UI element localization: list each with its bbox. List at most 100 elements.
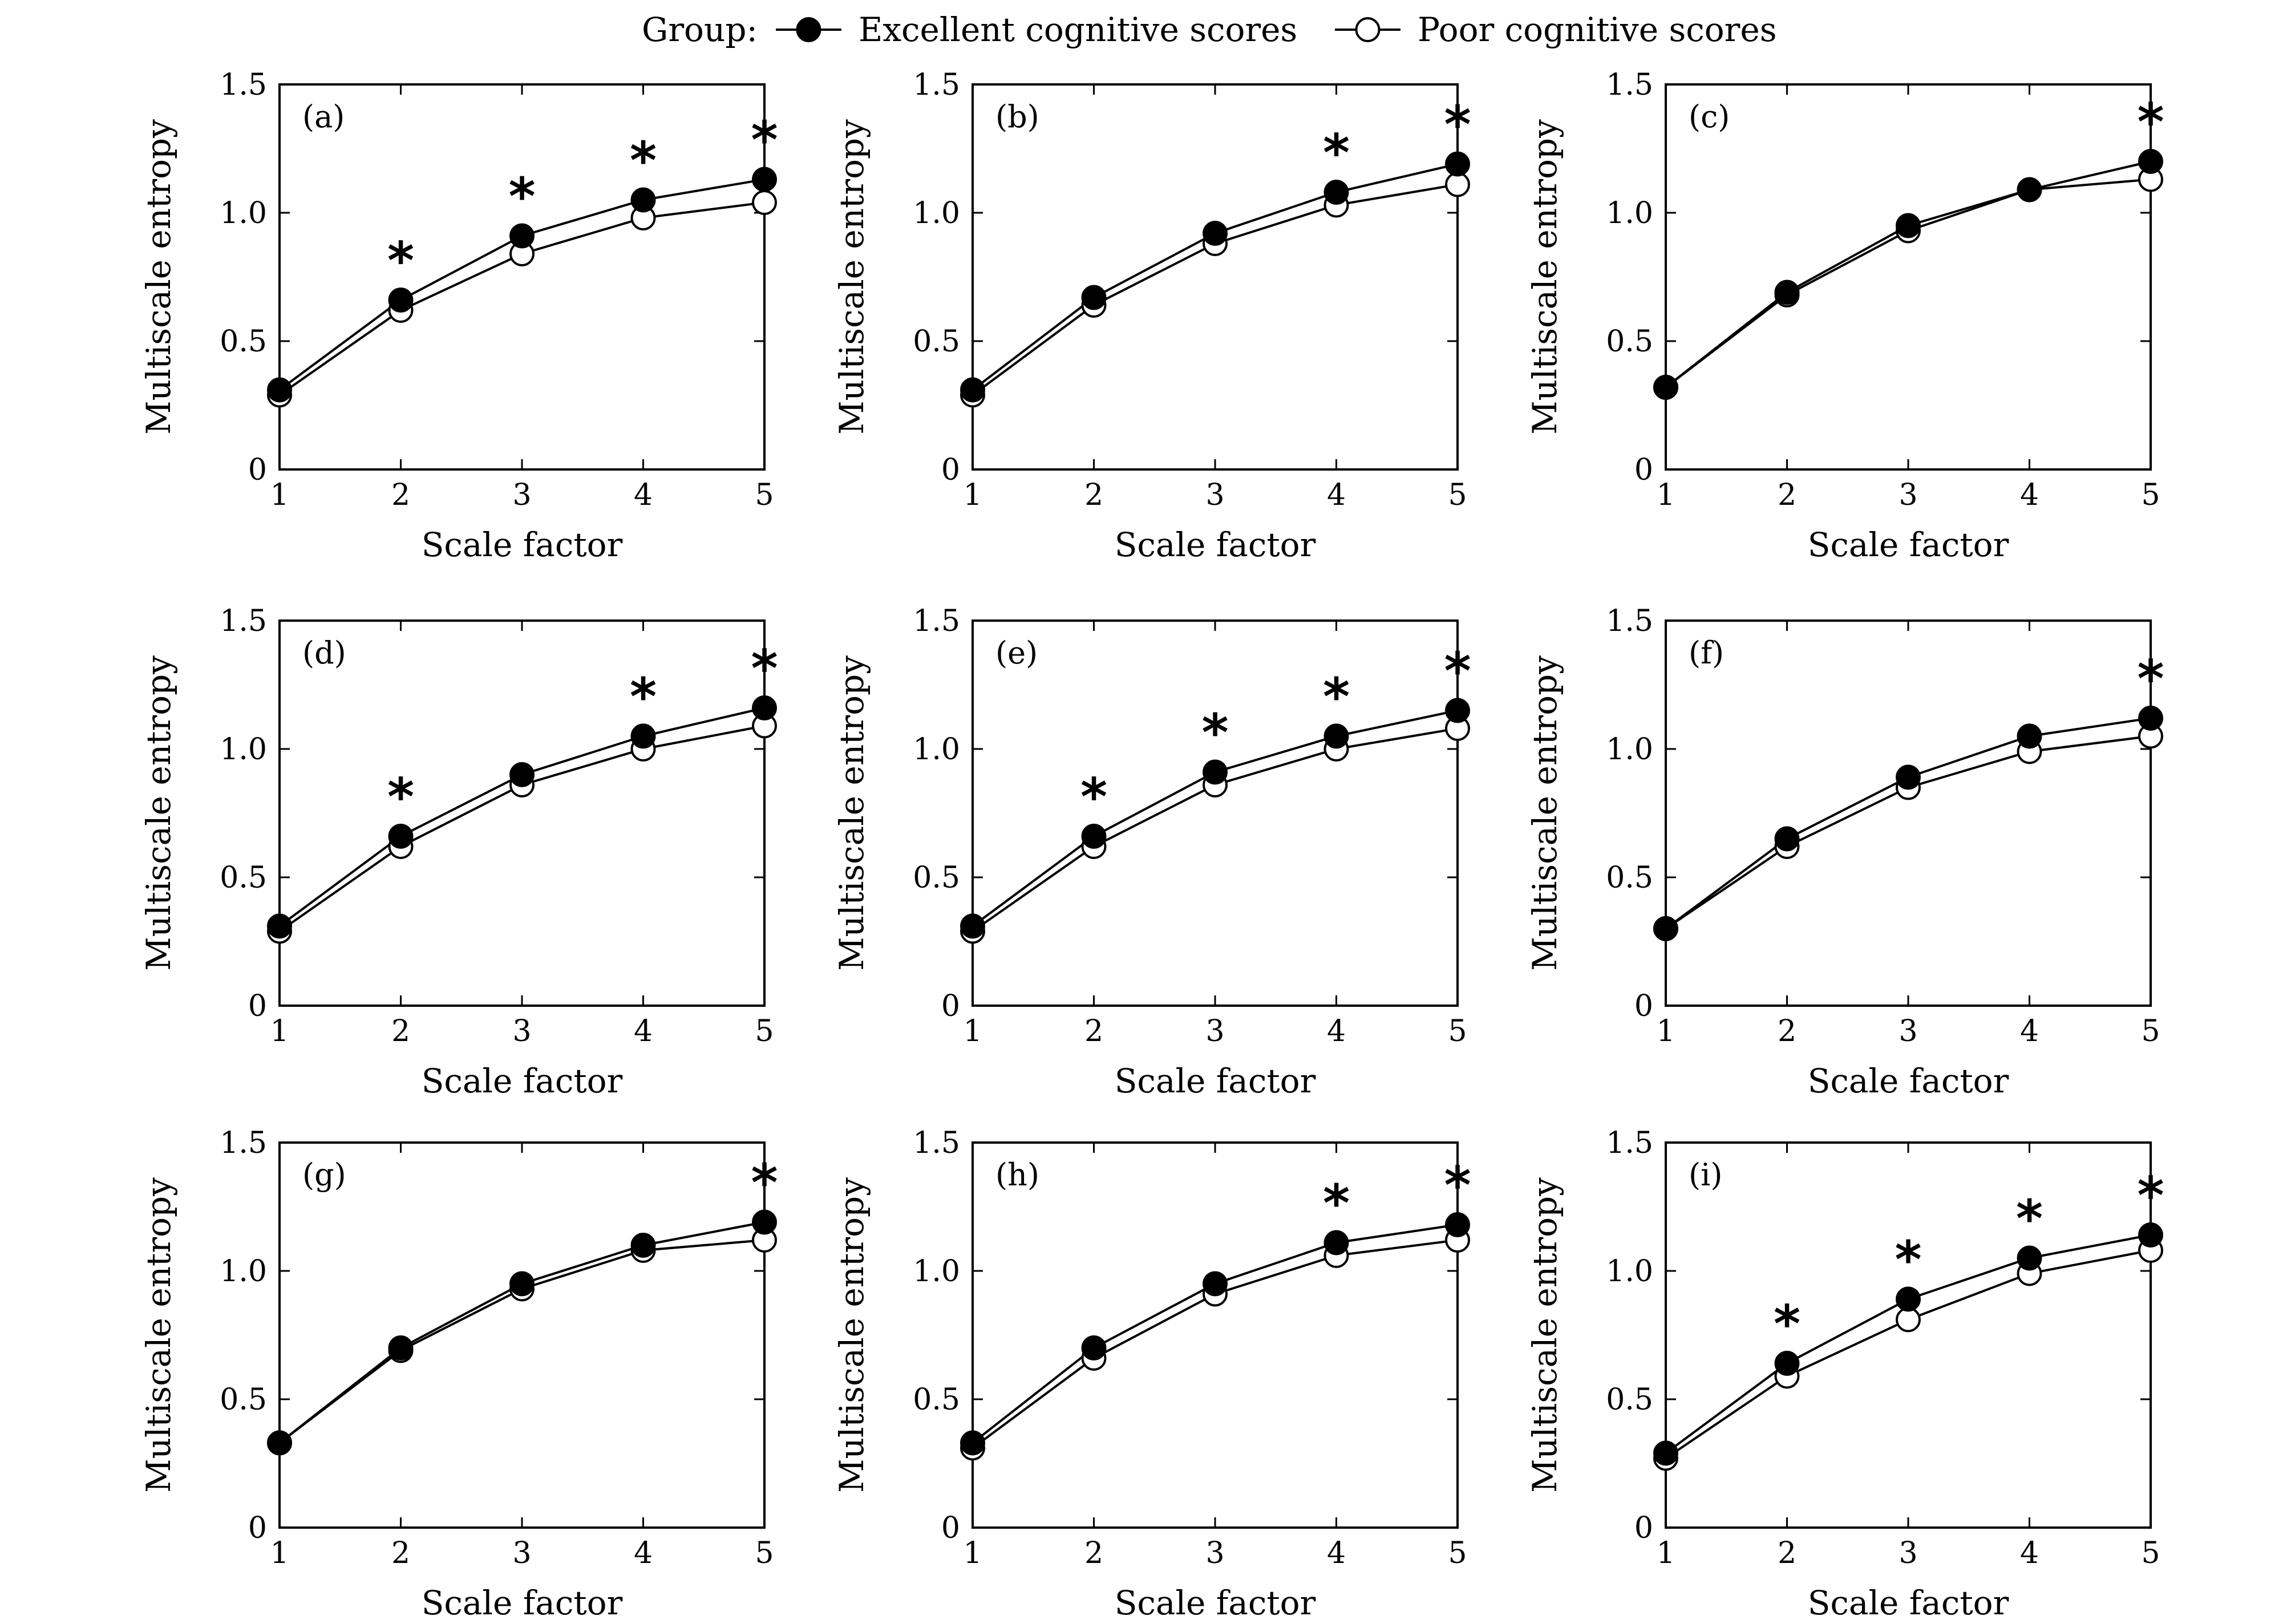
x-tick-label: 5 <box>755 1014 774 1048</box>
excellent-data-point <box>2017 177 2042 203</box>
chart-panel: 1 2 3 4 5 0 0.5 1.0 1.5 Scale factor Multiscale en… <box>139 68 778 564</box>
y-axis-label: Multiscale entropy <box>139 655 178 971</box>
y-tick-label: 1.0 <box>913 196 960 230</box>
y-axis-label: Multiscale entropy <box>832 119 871 435</box>
y-tick-label: 0.5 <box>1606 1383 1653 1417</box>
y-tick-label: 0 <box>941 989 960 1023</box>
panel-tag: (g) <box>302 1157 346 1193</box>
excellent-data-point <box>509 1271 535 1297</box>
excellent-data-point <box>2017 723 2042 749</box>
x-tick-label: 1 <box>963 1014 982 1048</box>
y-axis-label: Multiscale entropy <box>832 1177 871 1493</box>
y-tick-label: 0 <box>941 453 960 487</box>
y-tick-label: 0 <box>941 1511 960 1545</box>
excellent-data-point <box>1081 824 1107 849</box>
excellent-data-point <box>630 723 656 749</box>
excellent-data-point <box>1896 213 1921 238</box>
excellent-data-point <box>509 762 535 787</box>
x-tick-label: 2 <box>1778 478 1796 512</box>
excellent-data-point <box>267 377 292 403</box>
y-axis-label: Multiscale entropy <box>139 119 178 435</box>
excellent-series-line <box>278 1221 765 1444</box>
y-axis-label: Multiscale entropy <box>1525 655 1564 971</box>
x-tick-label: 2 <box>1084 1536 1103 1570</box>
significance-star: * <box>751 1153 778 1213</box>
x-tick-label: 4 <box>634 1536 653 1570</box>
excellent-data-point <box>2138 706 2163 731</box>
significance-star: * <box>1444 95 1471 155</box>
x-axis-label: Scale factor <box>422 525 623 564</box>
x-tick-label: 3 <box>512 1014 531 1048</box>
x-tick-label: 3 <box>512 478 531 512</box>
excellent-data-point <box>960 1430 985 1456</box>
plot-frame <box>1665 1141 2152 1529</box>
y-tick-label: 1.0 <box>1606 1254 1653 1289</box>
excellent-data-point <box>1081 285 1107 310</box>
x-tick-label: 2 <box>1778 1536 1796 1570</box>
excellent-data-point <box>1445 151 1470 177</box>
plot-frame <box>278 619 766 1007</box>
poor-series-line <box>278 1239 765 1444</box>
legend-title: Group: <box>642 10 758 49</box>
excellent-data-point <box>960 377 985 403</box>
excellent-data-point <box>1653 916 1678 941</box>
excellent-series-line <box>972 1224 1458 1444</box>
x-tick-label: 4 <box>2020 478 2039 512</box>
excellent-data-point <box>388 824 414 849</box>
panel-tag: (h) <box>995 1157 1039 1193</box>
excellent-data-point <box>1445 1212 1470 1237</box>
excellent-data-point <box>960 913 985 939</box>
excellent-data-point <box>1081 1335 1107 1360</box>
y-tick-label: 0.5 <box>913 1383 960 1417</box>
excellent-data-point <box>1203 1271 1228 1297</box>
poor-data-point <box>752 190 777 215</box>
excellent-data-point <box>509 223 535 249</box>
excellent-data-point <box>1445 698 1470 723</box>
y-tick-label: 0 <box>1634 1511 1653 1545</box>
y-tick-label: 1.5 <box>220 1126 267 1160</box>
plot-frame <box>972 83 1459 471</box>
x-tick-label: 4 <box>1327 1536 1346 1570</box>
y-tick-label: 1.5 <box>220 604 267 638</box>
significance-star: * <box>1444 642 1471 702</box>
plot-frame <box>278 1141 766 1529</box>
y-tick-label: 0 <box>1634 453 1653 487</box>
excellent-data-point <box>267 913 292 939</box>
excellent-data-point <box>1203 759 1228 785</box>
x-axis-label: Scale factor <box>1115 1062 1316 1100</box>
plot-frame <box>1665 83 2152 471</box>
chart-panel: 1 2 3 4 5 0 0.5 1.0 1.5 Scale factor Multiscale en… <box>139 1126 778 1622</box>
excellent-data-point <box>1323 723 1349 749</box>
chart-panel: 1 2 3 4 5 0 0.5 1.0 1.5 Scale factor Multiscale en… <box>832 1126 1471 1622</box>
significance-star: * <box>1323 123 1350 183</box>
y-tick-label: 1.5 <box>220 68 267 102</box>
x-tick-label: 2 <box>1084 1014 1103 1048</box>
significance-star: * <box>1895 1230 1921 1290</box>
x-tick-label: 5 <box>2141 478 2160 512</box>
x-tick-label: 1 <box>1656 1536 1675 1570</box>
x-tick-label: 4 <box>2020 1014 2039 1048</box>
legend-label: Excellent cognitive scores <box>859 10 1297 49</box>
x-tick-label: 2 <box>1778 1014 1796 1048</box>
x-axis-label: Scale factor <box>422 1583 623 1622</box>
plot-frame <box>972 1141 1459 1529</box>
x-tick-label: 5 <box>1448 478 1467 512</box>
excellent-series-line <box>1665 160 2151 388</box>
x-tick-label: 2 <box>391 1536 410 1570</box>
poor-series-line <box>972 183 1458 396</box>
x-tick-label: 1 <box>963 1536 982 1570</box>
x-tick-label: 2 <box>1084 478 1103 512</box>
y-tick-label: 0.5 <box>220 861 267 895</box>
plot-frame <box>278 83 766 471</box>
y-tick-label: 0.5 <box>913 325 960 359</box>
excellent-series-line <box>1665 717 2151 930</box>
y-tick-label: 1.0 <box>913 732 960 767</box>
plot-frame <box>972 619 1459 1007</box>
x-tick-label: 3 <box>1205 1536 1224 1570</box>
y-tick-label: 1.0 <box>220 196 267 230</box>
y-tick-label: 0 <box>248 1511 267 1545</box>
significance-star: * <box>1774 1294 1800 1354</box>
significance-star: * <box>1323 1174 1350 1234</box>
excellent-data-point <box>1203 221 1228 246</box>
y-tick-label: 0 <box>248 989 267 1023</box>
